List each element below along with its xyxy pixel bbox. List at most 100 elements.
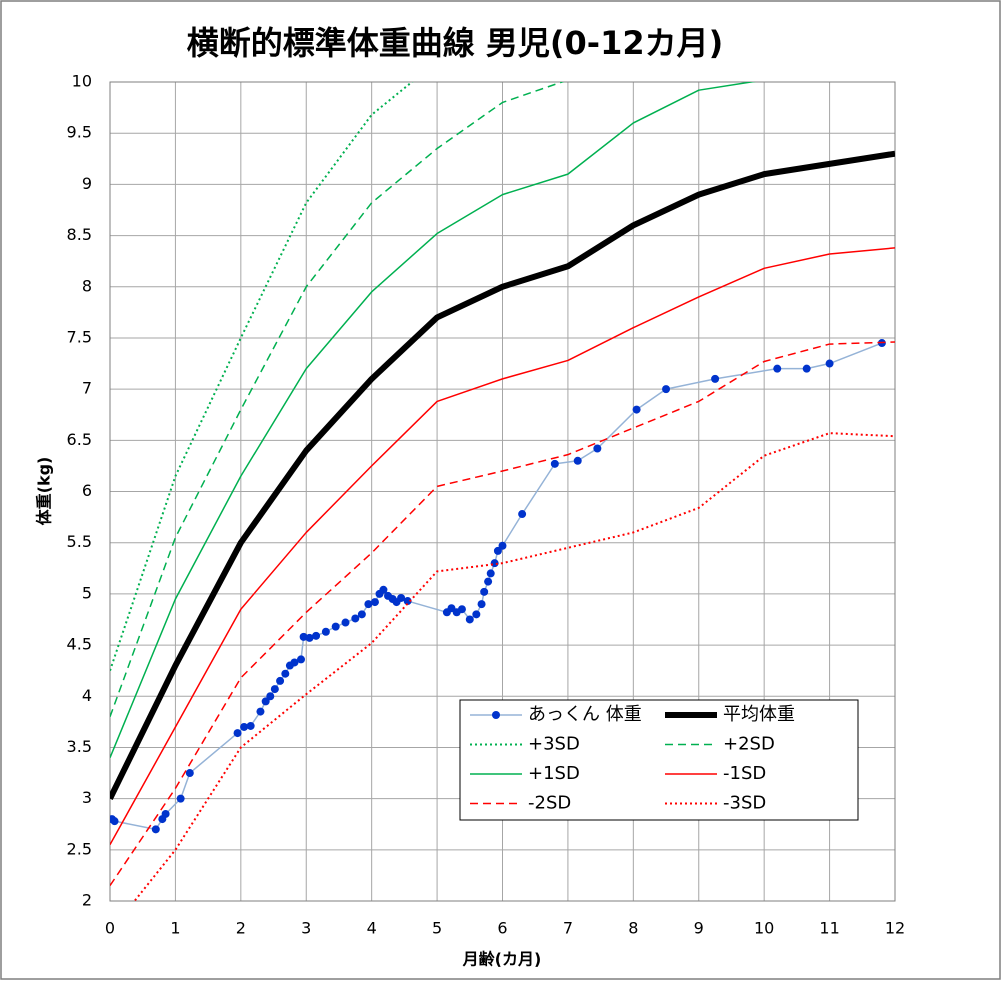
data-point [472, 610, 481, 619]
x-tick-label: 10 [754, 919, 774, 938]
chart-title: 横断的標準体重曲線 男児(0-12カ月) [187, 24, 723, 62]
x-tick-label: 2 [236, 919, 246, 938]
data-point [151, 825, 160, 834]
x-tick-label: 5 [432, 919, 442, 938]
data-point [276, 676, 285, 685]
y-tick-label: 7 [82, 379, 92, 398]
data-point [176, 794, 185, 803]
data-point [256, 707, 265, 716]
data-point [312, 631, 321, 640]
data-point [341, 618, 350, 627]
y-tick-label: 6 [82, 481, 92, 500]
x-tick-label: 9 [694, 919, 704, 938]
y-tick-label: 3 [82, 788, 92, 807]
data-point [484, 577, 493, 586]
legend-label: -3SD [723, 793, 766, 814]
legend-marker [492, 711, 500, 719]
data-point [305, 633, 314, 642]
legend-label: -2SD [528, 793, 571, 814]
y-tick-label: 7.5 [67, 327, 92, 346]
x-axis-label: 月齢(カ月) [462, 950, 542, 969]
data-point [185, 769, 194, 778]
legend-label: +2SD [723, 734, 775, 755]
x-tick-label: 4 [367, 919, 377, 938]
data-point [662, 385, 671, 394]
data-point [233, 729, 242, 738]
data-point [379, 585, 388, 594]
data-point [465, 615, 474, 624]
x-tick-label: 8 [628, 919, 638, 938]
x-tick-label: 1 [170, 919, 180, 938]
series-line [110, 82, 756, 758]
data-point [321, 627, 330, 636]
x-tick-label: 3 [301, 919, 311, 938]
data-point [331, 622, 340, 631]
data-point [486, 569, 495, 578]
data-point [493, 546, 502, 555]
y-tick-label: 10 [72, 72, 92, 91]
data-point [299, 632, 308, 641]
series-line [110, 82, 565, 717]
data-point [110, 817, 119, 826]
y-tick-label: 4 [82, 686, 92, 705]
data-point [270, 685, 279, 694]
data-point [290, 658, 299, 667]
data-point [711, 374, 720, 383]
series-line [110, 341, 895, 887]
data-point [261, 697, 270, 706]
data-point [403, 597, 412, 606]
y-axis-label: 体重(kg) [35, 457, 54, 526]
data-point [161, 809, 170, 818]
data-point [593, 444, 602, 453]
data-point [457, 605, 466, 614]
data-point [550, 459, 559, 468]
data-point [477, 600, 486, 609]
x-tick-label: 7 [563, 919, 573, 938]
legend-label: 平均体重 [723, 704, 795, 725]
y-tick-label: 3.5 [67, 737, 92, 756]
data-point [498, 541, 507, 550]
x-tick-label: 12 [885, 919, 905, 938]
data-point [573, 456, 582, 465]
data-point [632, 405, 641, 414]
y-tick-label: 5 [82, 583, 92, 602]
data-point [246, 721, 255, 730]
legend-label: -1SD [723, 763, 766, 784]
data-point [825, 359, 834, 368]
data-point [351, 614, 360, 623]
data-point [281, 669, 290, 678]
y-tick-label: 4.5 [67, 635, 92, 654]
y-tick-label: 9.5 [67, 123, 92, 142]
y-tick-label: 5.5 [67, 532, 92, 551]
data-point [773, 364, 782, 373]
y-tick-label: 8.5 [67, 225, 92, 244]
x-tick-label: 11 [819, 919, 839, 938]
data-point [297, 655, 306, 664]
y-tick-label: 8 [82, 276, 92, 295]
series-layer [110, 82, 895, 901]
data-point [397, 593, 406, 602]
y-tick-label: 2 [82, 891, 92, 910]
data-point [518, 510, 527, 519]
data-point [802, 364, 811, 373]
x-tick-label: 6 [497, 919, 507, 938]
series-line [110, 247, 895, 846]
x-tick-label: 0 [105, 919, 115, 938]
legend-box [459, 699, 859, 821]
data-point [480, 587, 489, 596]
data-point [240, 722, 249, 731]
y-tick-label: 2.5 [67, 839, 92, 858]
legend-label: +1SD [528, 763, 580, 784]
legend-label: +3SD [528, 734, 580, 755]
legend-label: あっくん 体重 [528, 704, 642, 725]
data-point [364, 600, 373, 609]
data-point [357, 610, 366, 619]
data-point [370, 598, 379, 607]
y-tick-label: 6.5 [67, 430, 92, 449]
series-line [133, 432, 895, 901]
series-line [110, 150, 895, 800]
data-point [266, 692, 275, 701]
plot-border [109, 81, 896, 902]
y-tick-label: 9 [82, 174, 92, 193]
